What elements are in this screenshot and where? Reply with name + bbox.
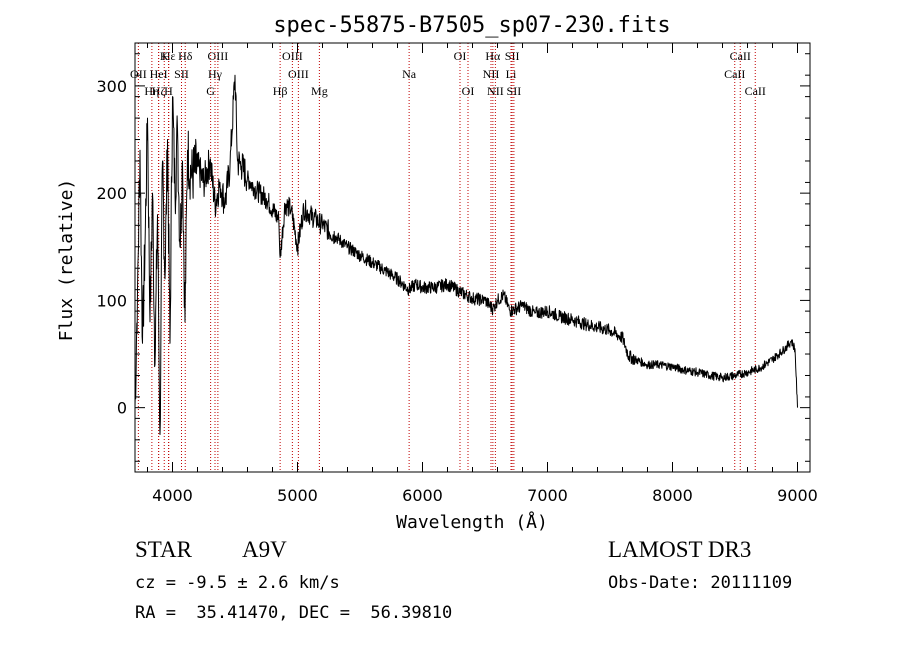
coordinates: RA = 35.41470, DEC = 56.39810 [135, 603, 453, 623]
spectral-line-label: G [206, 84, 215, 98]
chart-title: spec-55875-B7505_sp07-230.fits [273, 13, 670, 38]
spectral-line-label: K [160, 49, 169, 63]
spectral-line-label: Hγ [208, 67, 223, 81]
spectral-line-label: OII [130, 67, 147, 81]
spectral-line-label: SII [505, 49, 520, 63]
x-axis-label: Wavelength (Å) [396, 511, 548, 533]
x-tick-label: 6000 [402, 486, 443, 505]
object-class: STAR [135, 537, 192, 562]
spectral-line-label: Hη [144, 84, 159, 98]
y-tick-label: 300 [96, 77, 127, 96]
spectral-line-label: HeI [150, 67, 168, 81]
velocity-readout: cz = -9.5 ± 2.6 km/s [135, 573, 340, 593]
x-tick-label: 8000 [652, 486, 693, 505]
plot-frame [134, 42, 811, 473]
axis-ticks: 4000 5000 6000 7000 8000 9000 0 100 200 300 [96, 43, 818, 505]
survey-name: LAMOST DR3 [608, 537, 752, 562]
y-tick-label: 200 [96, 184, 127, 203]
spectral-line-label: H [164, 84, 173, 98]
x-tick-label: 7000 [527, 486, 568, 505]
spectral-line-label: CaII [745, 84, 766, 98]
spectral-line-label: NII [483, 67, 500, 81]
spectral-line-label: Na [402, 67, 417, 81]
spectral-line-label: OIII [282, 49, 303, 63]
spectral-subclass: A9V [242, 537, 287, 562]
spectral-line-label: Hα [485, 49, 501, 63]
obs-date: Obs-Date: 20111109 [608, 573, 793, 593]
spectral-line-label: Hβ [273, 84, 288, 98]
spectral-line-label: OI [454, 49, 467, 63]
spectral-line-label: SII [507, 84, 522, 98]
spectral-line-label: CaII [730, 49, 751, 63]
spectral-line-label: SII [174, 67, 189, 81]
spectral-line-label: CaII [724, 67, 745, 81]
spectral-line-label: Mg [311, 84, 328, 98]
spectral-line-label: OIII [288, 67, 309, 81]
y-axis-label: Flux (relative) [56, 179, 77, 342]
spectral-line-label: OIII [208, 49, 229, 63]
spectral-line-label: OI [462, 84, 475, 98]
y-tick-label: 100 [96, 291, 127, 310]
x-tick-label: 5000 [277, 486, 318, 505]
x-tick-label: 4000 [152, 486, 193, 505]
x-tick-label: 9000 [777, 486, 818, 505]
flux-series [134, 74, 798, 435]
spectral-line-label: NII [487, 84, 504, 98]
y-tick-label: 0 [117, 399, 127, 418]
flux-line [134, 74, 798, 435]
spectral-line-label: Hδ [178, 49, 193, 63]
spectral-line-label: Li [506, 67, 517, 81]
